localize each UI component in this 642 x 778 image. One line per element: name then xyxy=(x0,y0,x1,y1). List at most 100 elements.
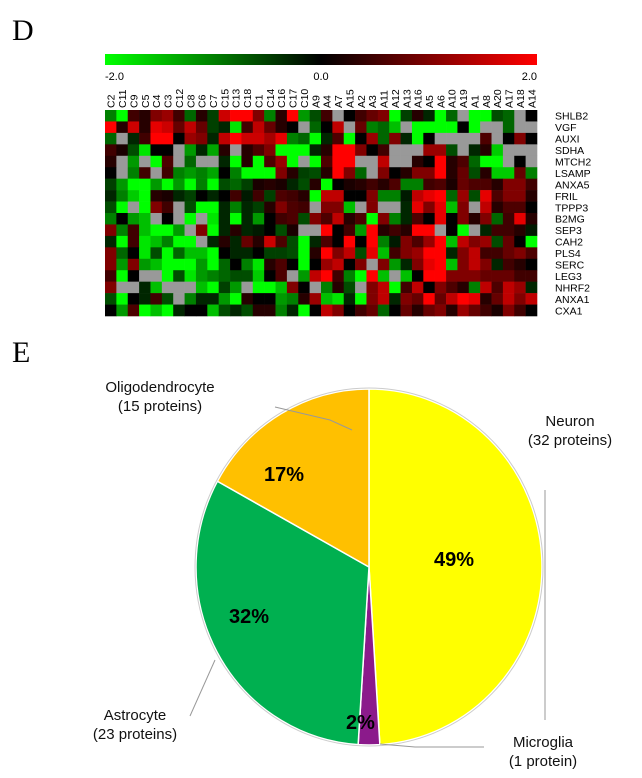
heatmap-cell-B2MG-C13 xyxy=(230,213,242,225)
heatmap-cell-MTCH2-C7 xyxy=(207,155,219,168)
row-label: LSAMP xyxy=(555,168,591,180)
leader-line-microglia xyxy=(379,743,484,748)
heatmap-cell-AUXI-C1 xyxy=(252,132,265,145)
row-label: VGF xyxy=(555,122,577,134)
heatmap-cell-LEG3-A5 xyxy=(423,270,435,282)
slice-name: Microglia xyxy=(512,734,573,751)
heatmap-cell-PLS4-A7 xyxy=(332,247,345,260)
heatmap-cell-B2MG-A16 xyxy=(411,213,424,225)
heatmap-cell-MTCH2-A6 xyxy=(434,155,447,168)
heatmap-cell-LSAMP-C10 xyxy=(298,167,310,179)
heatmap-cell-B2MG-A14 xyxy=(525,213,538,225)
heatmap-cell-SERC-A10 xyxy=(446,258,458,271)
heatmap-cell-LEG3-A14 xyxy=(525,270,538,282)
heatmap-cell-SERC-A14 xyxy=(525,258,538,271)
heatmap-cell-NHRF2-C7 xyxy=(207,281,219,294)
heatmap-cell-NHRF2-A2 xyxy=(355,281,367,294)
slice-count: (15 proteins) xyxy=(117,398,203,415)
row-label: SDHA xyxy=(555,145,584,157)
heatmap-cell-ANXA5-A19 xyxy=(457,178,470,191)
heatmap-cell-VGF-C3 xyxy=(161,121,174,134)
panel-label-d: D xyxy=(12,14,34,47)
heatmap-cell-CAH2-C5 xyxy=(139,235,151,248)
heatmap-cell-SERC-A12 xyxy=(389,258,401,271)
heatmap-cell-ANXA5-A7 xyxy=(332,178,345,191)
heatmap-cell-NHRF2-C10 xyxy=(298,281,310,294)
heatmap-cell-PLS4-C17 xyxy=(286,247,299,260)
heatmap-cell-FRIL-C6 xyxy=(195,190,208,202)
row-label: MTCH2 xyxy=(555,157,591,169)
heatmap-cell-SEP3-A12 xyxy=(389,224,401,237)
heatmap-cell-SEP3-A13 xyxy=(400,224,413,237)
heatmap-cell-ANXA5-A6 xyxy=(434,178,447,191)
heatmap-cell-FRIL-A3 xyxy=(366,190,379,202)
heatmap-cell-ANXA5-C10 xyxy=(298,178,310,191)
heatmap-cell-SEP3-A8 xyxy=(480,224,492,237)
heatmap-cell-FRIL-A19 xyxy=(457,190,470,202)
heatmap-cell-NHRF2-A8 xyxy=(480,281,492,294)
column-label: C7 xyxy=(208,94,220,108)
heatmap-cell-FRIL-A5 xyxy=(423,190,435,202)
heatmap-cell-PLS4-A13 xyxy=(400,247,413,260)
heatmap-cell-TPPP3-A3 xyxy=(366,201,379,214)
heatmap-cell-LSAMP-C8 xyxy=(184,167,197,179)
heatmap-cell-FRIL-C16 xyxy=(275,190,288,202)
heatmap-cell-SEP3-A16 xyxy=(411,224,424,237)
heatmap-cell-B2MG-C1 xyxy=(252,213,265,225)
heatmap-cell-TPPP3-A2 xyxy=(355,201,367,214)
heatmap-cell-SERC-A15 xyxy=(343,258,356,271)
heatmap-cell-SHLB2-C8 xyxy=(184,110,197,122)
heatmap-cell-PLS4-A5 xyxy=(423,247,435,260)
heatmap-cell-LEG3-A18 xyxy=(514,270,526,282)
heatmap-cell-SERC-C2 xyxy=(105,258,117,271)
heatmap-cell-AUXI-A19 xyxy=(457,132,470,145)
heatmap-cell-LSAMP-A12 xyxy=(389,167,401,179)
heatmap-cell-SEP3-A9 xyxy=(309,224,322,237)
heatmap-cell-B2MG-A2 xyxy=(355,213,367,225)
heatmap-cell-CAH2-C12 xyxy=(173,235,185,248)
heatmap-cell-CXA1-A12 xyxy=(389,304,401,317)
heatmap-cell-LSAMP-C3 xyxy=(161,167,174,179)
heatmap-cell-TPPP3-C5 xyxy=(139,201,151,214)
heatmap-cell-SHLB2-C17 xyxy=(286,110,299,122)
column-label: C16 xyxy=(276,89,288,108)
heatmap-cell-ANXA5-C17 xyxy=(286,178,299,191)
heatmap-cell-FRIL-C2 xyxy=(105,190,117,202)
heatmap-cell-AUXI-C8 xyxy=(184,132,197,145)
heatmap-cell-SHLB2-A3 xyxy=(366,110,379,122)
heatmap-cell-TPPP3-A10 xyxy=(446,201,458,214)
heatmap-cell-ANXA1-A8 xyxy=(480,293,492,305)
heatmap-cell-CXA1-C1 xyxy=(252,304,265,317)
heatmap-cell-ANXA5-A1 xyxy=(468,178,481,191)
column-label: C2 xyxy=(106,94,118,108)
heatmap-cell-SERC-C7 xyxy=(207,258,219,271)
heatmap-cell-CAH2-C4 xyxy=(150,235,163,248)
column-label: C6 xyxy=(197,94,209,108)
heatmap-cell-TPPP3-A19 xyxy=(457,201,470,214)
heatmap-cell-PLS4-A19 xyxy=(457,247,470,260)
heatmap-cell-VGF-C17 xyxy=(286,121,299,134)
heatmap-cell-FRIL-A18 xyxy=(514,190,526,202)
heatmap-cell-B2MG-C7 xyxy=(207,213,219,225)
heatmap-cell-B2MG-C4 xyxy=(150,213,163,225)
heatmap-cell-ANXA1-C7 xyxy=(207,293,219,305)
heatmap-cell-PLS4-C9 xyxy=(127,247,140,260)
heatmap-cell-MTCH2-C6 xyxy=(195,155,208,168)
heatmap-cell-SERC-A6 xyxy=(434,258,447,271)
heatmap-cell-SHLB2-C10 xyxy=(298,110,310,122)
heatmap-cell-PLS4-A1 xyxy=(468,247,481,260)
heatmap-cell-LSAMP-A13 xyxy=(400,167,413,179)
heatmap-cell-SERC-A16 xyxy=(411,258,424,271)
heatmap-cell-TPPP3-C10 xyxy=(298,201,310,214)
heatmap-cell-SHLB2-A7 xyxy=(332,110,345,122)
heatmap-cell-MTCH2-A8 xyxy=(480,155,492,168)
heatmap-cell-AUXI-C11 xyxy=(116,132,129,145)
heatmap-cell-SDHA-A4 xyxy=(321,144,333,157)
heatmap-cell-MTCH2-A3 xyxy=(366,155,379,168)
column-label: A7 xyxy=(333,95,345,108)
heatmap-cell-SEP3-A6 xyxy=(434,224,447,237)
heatmap-cell-ANXA1-A15 xyxy=(343,293,356,305)
heatmap-cell-B2MG-C9 xyxy=(127,213,140,225)
heatmap-cell-LSAMP-C16 xyxy=(275,167,288,179)
